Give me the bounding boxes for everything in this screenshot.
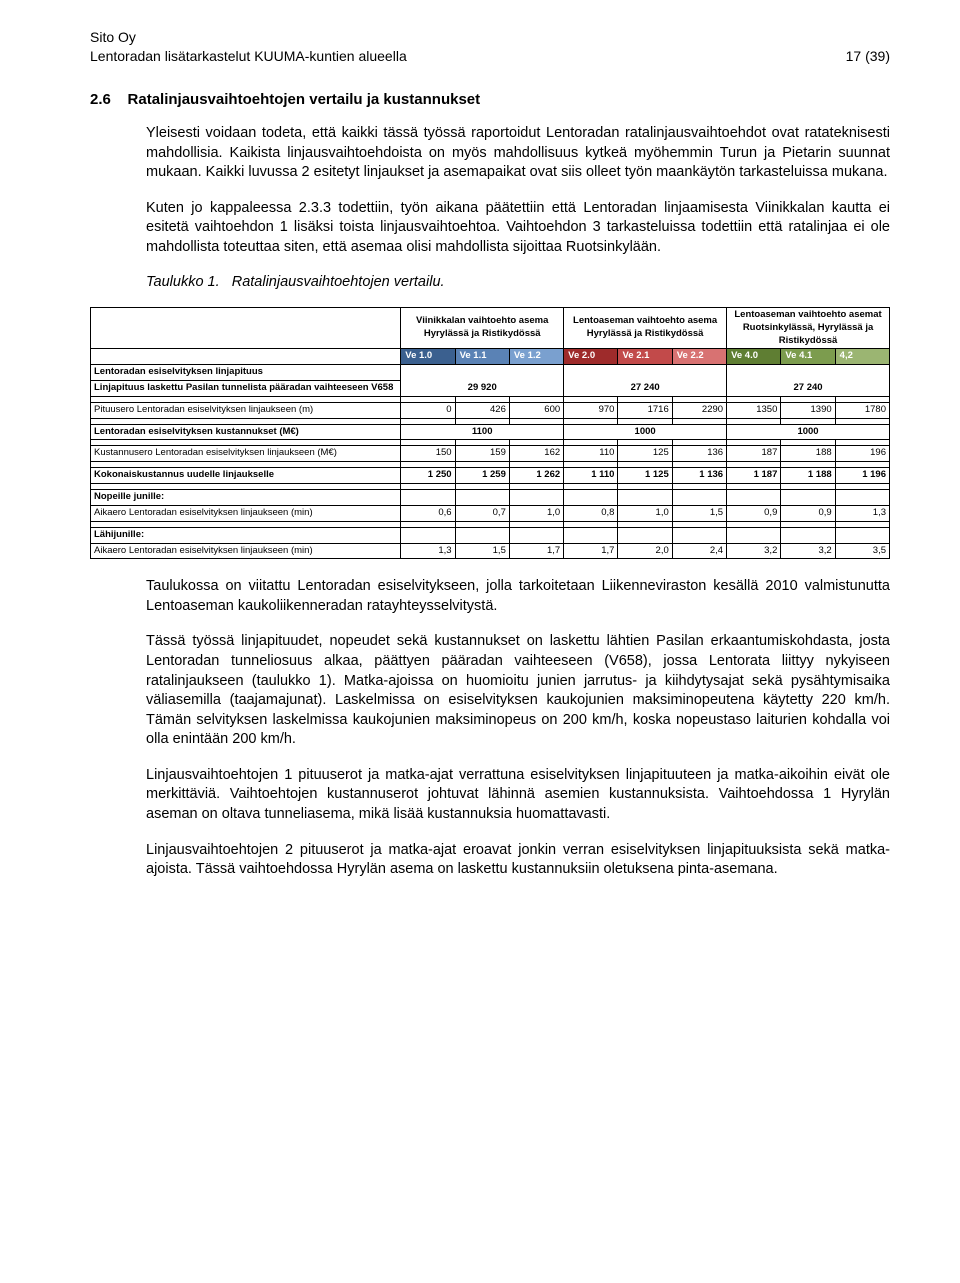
cell: 110 <box>564 446 618 462</box>
cell: 0,6 <box>401 505 455 521</box>
paragraph: Kuten jo kappaleessa 2.3.3 todettiin, ty… <box>146 199 890 258</box>
header-page: 17 (39) <box>846 47 890 66</box>
ve-label: Ve 1.2 <box>509 349 563 365</box>
cell: 187 <box>727 446 781 462</box>
cell: 1,7 <box>509 543 563 559</box>
cell: 1 110 <box>564 468 618 484</box>
cell: 1390 <box>781 402 835 418</box>
ve-label: 4,2 <box>835 349 889 365</box>
section-title: Ratalinjausvaihtoehtojen vertailu ja kus… <box>128 91 481 108</box>
ve-label: Ve 2.1 <box>618 349 672 365</box>
cell: 1100 <box>401 424 564 440</box>
cell: 2290 <box>672 402 726 418</box>
cell: 0 <box>401 402 455 418</box>
header-subtitle: Lentoradan lisätarkastelut KUUMA-kuntien… <box>90 47 407 66</box>
row-label: Kokonaiskustannus uudelle linjaukselle <box>91 468 401 484</box>
table-caption: Ratalinjausvaihtoehtojen vertailu. <box>232 274 445 290</box>
paragraph: Yleisesti voidaan todeta, että kaikki tä… <box>146 124 890 183</box>
group-header: Lentoaseman vaihtoehto asema Hyrylässä j… <box>564 307 727 348</box>
header-company: Sito Oy <box>90 28 890 47</box>
cell: 1000 <box>564 424 727 440</box>
cell: 2,4 <box>672 543 726 559</box>
ve-label: Ve 1.1 <box>455 349 509 365</box>
cell: 1716 <box>618 402 672 418</box>
cell: 1,3 <box>401 543 455 559</box>
cell: 1 259 <box>455 468 509 484</box>
row-label: Kustannusero Lentoradan esiselvityksen l… <box>91 446 401 462</box>
cell: 600 <box>509 402 563 418</box>
cell: 0,7 <box>455 505 509 521</box>
group-header: Lentoaseman vaihtoehto asemat Ruotsinkyl… <box>727 307 890 348</box>
row-label: Pituusero Lentoradan esiselvityksen linj… <box>91 402 401 418</box>
cell: 1780 <box>835 402 889 418</box>
cell: 159 <box>455 446 509 462</box>
row-label: Aikaero Lentoradan esiselvityksen linjau… <box>91 543 401 559</box>
row-label: Aikaero Lentoradan esiselvityksen linjau… <box>91 505 401 521</box>
row-subheader: Lähijunille: <box>91 527 401 543</box>
cell: 3,2 <box>781 543 835 559</box>
cell: 27 240 <box>564 365 727 397</box>
ve-label: Ve 1.0 <box>401 349 455 365</box>
cell: 1 188 <box>781 468 835 484</box>
cell: 1,7 <box>564 543 618 559</box>
cell: 0,9 <box>781 505 835 521</box>
cell: 0,8 <box>564 505 618 521</box>
ve-label: Ve 2.2 <box>672 349 726 365</box>
cell: 0,9 <box>727 505 781 521</box>
cell: 125 <box>618 446 672 462</box>
cell: 1 196 <box>835 468 889 484</box>
cell: 1350 <box>727 402 781 418</box>
cell: 1 262 <box>509 468 563 484</box>
cell: 2,0 <box>618 543 672 559</box>
cell: 1,5 <box>672 505 726 521</box>
cell: 27 240 <box>727 365 890 397</box>
cell: 150 <box>401 446 455 462</box>
cell: 3,2 <box>727 543 781 559</box>
paragraph: Linjausvaihtoehtojen 2 pituuserot ja mat… <box>146 841 890 880</box>
paragraph: Tässä työssä linjapituudet, nopeudet sek… <box>146 632 890 749</box>
cell: 136 <box>672 446 726 462</box>
cell: 1 250 <box>401 468 455 484</box>
row-label: Lentoradan esiselvityksen kustannukset (… <box>91 424 401 440</box>
table-caption-prefix: Taulukko 1. <box>146 274 220 290</box>
row-label: Lentoradan esiselvityksen linjapituus <box>91 365 401 381</box>
cell: 970 <box>564 402 618 418</box>
cell: 29 920 <box>401 365 564 397</box>
ve-label: Ve 2.0 <box>564 349 618 365</box>
ve-label: Ve 4.0 <box>727 349 781 365</box>
cell: 1,5 <box>455 543 509 559</box>
group-header: Viinikkalan vaihtoehto asema Hyrylässä j… <box>401 307 564 348</box>
section-number: 2.6 <box>90 91 111 108</box>
cell: 1,0 <box>618 505 672 521</box>
cell: 162 <box>509 446 563 462</box>
cell: 188 <box>781 446 835 462</box>
cell: 1,0 <box>509 505 563 521</box>
paragraph: Linjausvaihtoehtojen 1 pituuserot ja mat… <box>146 766 890 825</box>
paragraph: Taulukossa on viitattu Lentoradan esisel… <box>146 577 890 616</box>
row-label: Linjapituus laskettu Pasilan tunnelista … <box>91 381 401 397</box>
cell: 196 <box>835 446 889 462</box>
cell: 3,5 <box>835 543 889 559</box>
row-subheader: Nopeille junille: <box>91 490 401 506</box>
cell: 426 <box>455 402 509 418</box>
cell: 1 136 <box>672 468 726 484</box>
cell: 1 125 <box>618 468 672 484</box>
comparison-table: Viinikkalan vaihtoehto asema Hyrylässä j… <box>90 307 890 559</box>
cell: 1 187 <box>727 468 781 484</box>
cell: 1,3 <box>835 505 889 521</box>
ve-label: Ve 4.1 <box>781 349 835 365</box>
cell: 1000 <box>727 424 890 440</box>
